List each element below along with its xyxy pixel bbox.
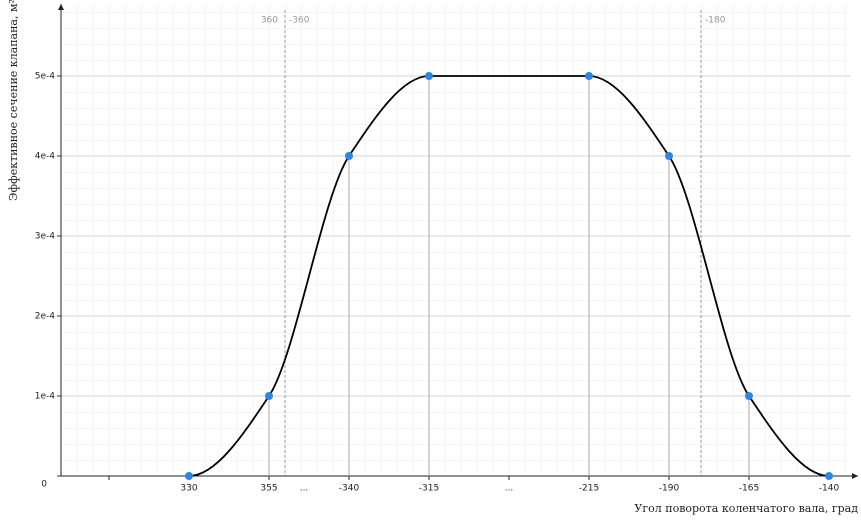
x-tick-label: -165 xyxy=(739,484,759,494)
y-tick-label: 1e-4 xyxy=(35,392,56,402)
y-axis-arrow xyxy=(58,4,64,10)
point xyxy=(185,472,193,480)
line xyxy=(188,75,830,477)
x-tick-label: -190 xyxy=(659,484,680,494)
x-tick-label: 330 xyxy=(180,484,197,494)
point xyxy=(665,152,673,160)
point xyxy=(585,72,593,80)
x-axis-title: Угол поворота коленчатого вала, град xyxy=(634,502,858,515)
point xyxy=(745,392,753,400)
point xyxy=(265,392,273,400)
x-tick-label: -340 xyxy=(339,484,360,494)
y-tick-label: 2e-4 xyxy=(35,312,56,322)
marker-label: -180 xyxy=(705,16,726,26)
y-tick-label: 3e-4 xyxy=(35,232,56,242)
y-tick-label: 5e-4 xyxy=(35,72,56,82)
x-tick-label: -140 xyxy=(819,484,840,494)
y-tick-label: 4e-4 xyxy=(35,152,56,162)
point xyxy=(345,152,353,160)
grid-minor xyxy=(61,4,851,476)
point xyxy=(825,472,833,480)
x-break-label: ... xyxy=(505,484,514,494)
x-tick-label: -315 xyxy=(419,484,439,494)
point xyxy=(425,72,433,80)
x-axis-arrow xyxy=(852,473,858,479)
marker-label: -360 xyxy=(289,16,310,26)
x-break-label: ... xyxy=(300,484,309,494)
x-tick-label: 355 xyxy=(260,484,277,494)
y-axis-title: Эффективное сечение клапана, м² xyxy=(7,0,20,201)
x-tick-label: -215 xyxy=(579,484,599,494)
marker-label: 360 xyxy=(261,16,278,26)
y-tick-label: 0 xyxy=(41,480,47,490)
